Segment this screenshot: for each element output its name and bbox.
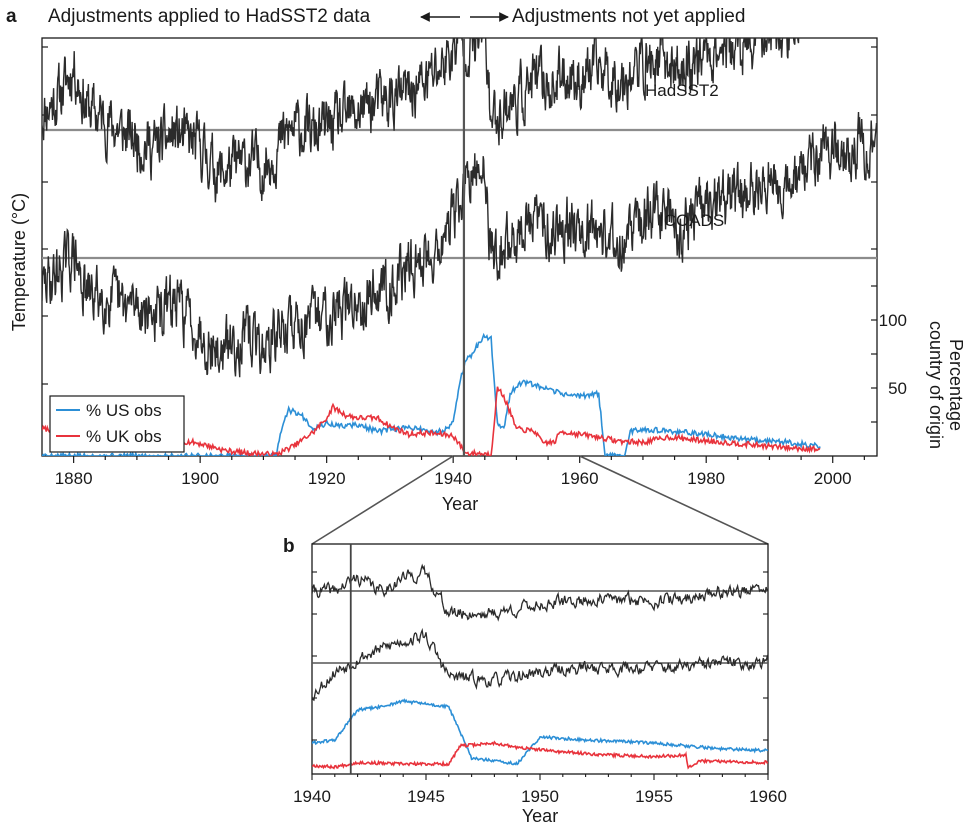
x-tick-label: 1880 <box>55 469 93 488</box>
x-tick-label: 1980 <box>687 469 725 488</box>
x-tick-label: 1955 <box>635 787 673 806</box>
legend-uk-label: % UK obs <box>86 427 162 446</box>
x-tick-label: 1950 <box>521 787 559 806</box>
icoads-label: ICOADS <box>659 211 724 230</box>
x-tick-label: 1945 <box>407 787 445 806</box>
panel-a-hadsst2-line <box>42 38 800 203</box>
panel-b-icoads-line <box>312 627 768 702</box>
panel-a-ylabel-left: Temperature (°C) <box>9 193 29 331</box>
panel-a-y2-ticks: 50 100 <box>871 285 907 423</box>
panel-b-us-obs-line <box>312 698 768 766</box>
x-tick-label: 2000 <box>814 469 852 488</box>
y2-tick-label: 100 <box>879 311 907 330</box>
zoom-connector-left <box>311 455 454 545</box>
panel-b-letter: b <box>283 536 295 557</box>
x-tick-label: 1940 <box>434 469 472 488</box>
header-adjustments-applied: Adjustments applied to HadSST2 data <box>48 6 371 27</box>
panel-a-right-ticks <box>871 46 877 250</box>
panel-a-left-ticks <box>42 46 48 385</box>
panel-b-uk-obs-line <box>312 740 768 770</box>
hadsst2-label: HadSST2 <box>645 81 719 100</box>
panel-a-ylabel-right-1: Percentage <box>946 339 966 431</box>
panel-b-xlabel: Year <box>522 806 558 826</box>
x-tick-label: 1920 <box>308 469 346 488</box>
panel-a-frame <box>41 37 878 457</box>
x-tick-label: 1960 <box>561 469 599 488</box>
x-tick-label: 1900 <box>181 469 219 488</box>
panel-a-ylabel-right-2: country of origin <box>926 321 946 449</box>
panel-a-xlabel: Year <box>442 494 478 514</box>
panel-a-letter: a <box>6 6 17 27</box>
panel-a-x-ticks: 1880 1900 1920 1940 1960 1980 2000 <box>55 456 865 488</box>
panel-b-hadsst2-line <box>312 563 768 622</box>
header-adjustments-not-applied: Adjustments not yet applied <box>512 6 745 27</box>
zoom-connector-right <box>579 455 769 545</box>
panel-a-icoads-line <box>42 111 877 378</box>
panel-b-x-ticks: 1940 1945 1950 1955 1960 <box>293 774 787 806</box>
legend-us-label: % US obs <box>86 401 162 420</box>
legend: % US obs % UK obs <box>49 395 185 453</box>
y2-tick-label: 50 <box>888 379 907 398</box>
x-tick-label: 1960 <box>749 787 787 806</box>
x-tick-label: 1940 <box>293 787 331 806</box>
